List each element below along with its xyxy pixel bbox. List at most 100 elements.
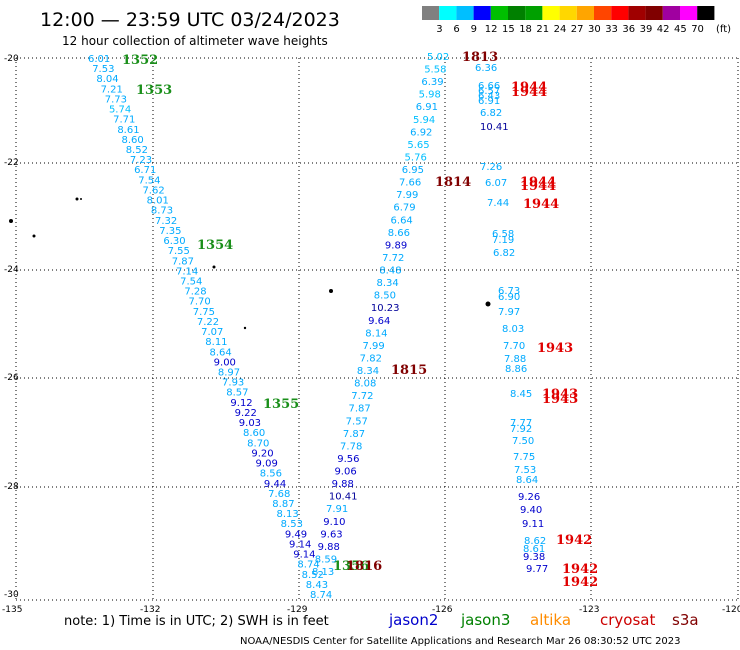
wave-height-value: 7.68 [268, 489, 290, 500]
time-label: 1942 [562, 562, 598, 577]
wave-height-value: 8.87 [272, 499, 294, 510]
legend-swatch [508, 6, 526, 20]
legend-swatch [439, 6, 457, 20]
wave-height-value: 7.73 [105, 94, 127, 105]
wave-height-value: 8.53 [281, 519, 303, 530]
wave-height-value: 8.64 [209, 347, 231, 358]
wave-height-value: 9.88 [332, 479, 354, 490]
wave-height-value: 8.74 [310, 590, 332, 601]
wave-height-value: 8.08 [354, 379, 376, 390]
legend-label: 3 [436, 24, 442, 35]
time-label: 1353 [136, 83, 172, 98]
wave-height-value: 9.11 [522, 519, 544, 530]
wave-height-value: 6.91 [478, 96, 500, 107]
wave-height-value: 9.20 [251, 448, 273, 459]
wave-height-value: 7.71 [113, 115, 135, 126]
wave-height-value: 9.00 [214, 357, 236, 368]
legend-swatch [611, 6, 629, 20]
lat-axis: -20 -22 -24 -26 -28 -30 [4, 54, 19, 600]
wave-height-value: 6.01 [88, 54, 110, 65]
wave-height-value: 8.50 [374, 291, 396, 302]
time-label: 1354 [197, 238, 233, 253]
wave-height-value: 9.56 [337, 454, 359, 465]
legend-unit: (ft) [716, 24, 731, 35]
wave-height-value: 7.92 [510, 424, 532, 435]
legend-label: 12 [485, 24, 498, 35]
wave-height-value: 7.44 [487, 198, 509, 209]
wave-height-value: 8.13 [276, 509, 298, 520]
lon-tick: -135 [2, 605, 22, 615]
wave-height-value: 9.26 [518, 492, 540, 503]
wave-height-value: 9.89 [385, 240, 407, 251]
wave-height-value: 7.70 [189, 297, 211, 308]
wave-height-value: 8.70 [247, 438, 269, 449]
wave-height-value: 7.99 [396, 190, 418, 201]
wave-height-value: 7.14 [176, 266, 198, 277]
wave-height-value: 7.26 [480, 162, 502, 173]
legend-swatch [525, 6, 543, 20]
wave-height-value: 10.23 [371, 303, 400, 314]
wave-height-value: 9.38 [523, 552, 545, 563]
lon-tick: -123 [579, 605, 599, 615]
wave-height-value: 8.57 [226, 388, 248, 399]
time-label: 1813 [462, 50, 498, 65]
legend-label: 18 [519, 24, 532, 35]
wave-height-value: 9.63 [320, 529, 342, 540]
wave-height-value: 5.94 [413, 115, 435, 126]
wave-height-value: 7.91 [326, 504, 348, 515]
legend-swatch [490, 6, 508, 20]
wave-height-value: 6.39 [421, 77, 443, 88]
wave-height-value: 5.98 [419, 90, 441, 101]
wave-height-value: 9.40 [520, 505, 542, 516]
wave-height-value: 6.43 [478, 91, 500, 102]
sat-altika: altika [530, 611, 571, 629]
wave-height-value: 8.61 [117, 125, 139, 136]
wave-height-value: 8.86 [505, 364, 527, 375]
wave-height-value: 7.99 [362, 341, 384, 352]
legend-swatch [662, 6, 680, 20]
wave-height-value: 7.35 [159, 226, 181, 237]
time-label: 1944 [511, 85, 547, 100]
time-label: 1355 [263, 397, 299, 412]
wave-height-value: 6.66 [478, 81, 500, 92]
wave-height-value: 9.09 [256, 459, 278, 470]
legend-label: 30 [588, 24, 601, 35]
wave-height-value: 6.82 [493, 248, 515, 259]
credit-line: NOAA/NESDIS Center for Satellite Applica… [240, 636, 681, 647]
wave-height-value: 7.07 [201, 327, 223, 338]
time-label: 1944 [520, 175, 556, 190]
wave-height-value: 8.74 [297, 560, 319, 571]
sat-cryosat: cryosat [600, 611, 655, 629]
wave-height-value: 6.79 [393, 203, 415, 214]
wave-height-value: 9.44 [264, 479, 286, 490]
wave-height-value: 8.04 [96, 74, 118, 85]
time-label: 1815 [391, 363, 427, 378]
time-label: 1944 [520, 179, 556, 194]
wave-height-value: 7.53 [92, 64, 114, 75]
wave-height-value: 5.76 [405, 152, 427, 163]
wave-height-value: 8.66 [388, 228, 410, 239]
time-labels: 1352 1353 1354 1355 1356 1813 1814 1815 … [122, 50, 598, 590]
time-label: 1943 [537, 341, 573, 356]
time-label: 1816 [346, 559, 382, 574]
wave-height-value: 8.52 [126, 145, 148, 156]
wave-height-value: 7.87 [343, 429, 365, 440]
wave-height-value: 8.34 [357, 366, 379, 377]
legend-label: 42 [657, 24, 670, 35]
wave-height-value: 9.64 [368, 316, 390, 327]
wave-height-value: 8.01 [147, 196, 169, 207]
wave-height-value: 6.90 [498, 292, 520, 303]
wave-height-value: 10.41 [480, 122, 509, 133]
wave-height-value: 8.48 [379, 266, 401, 277]
jason3-track: 6.017.538.047.217.735.747.718.618.608.52… [88, 54, 332, 601]
wave-height-value: 7.93 [222, 378, 244, 389]
lat-tick: -28 [4, 482, 19, 492]
wave-height-value: 8.97 [218, 368, 240, 379]
lon-tick: -129 [287, 605, 308, 615]
wave-height-value: 8.14 [365, 328, 387, 339]
wave-height-value: 6.30 [163, 236, 185, 247]
legend-label: 15 [502, 24, 515, 35]
lat-tick: -24 [4, 265, 19, 275]
